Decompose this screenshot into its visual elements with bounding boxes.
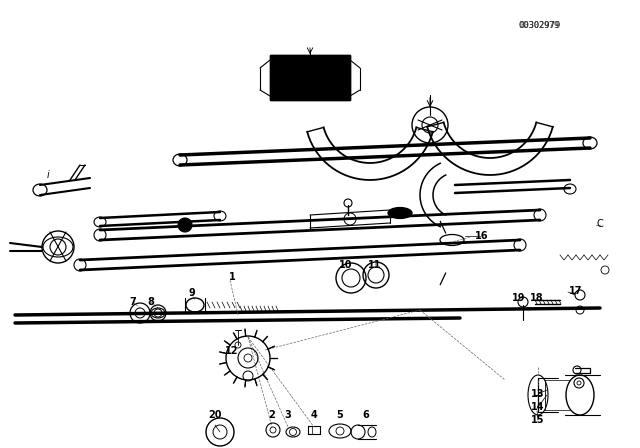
Text: 12: 12 xyxy=(225,346,239,356)
Text: 19: 19 xyxy=(512,293,525,303)
Text: 1: 1 xyxy=(228,272,236,282)
Ellipse shape xyxy=(388,207,412,219)
Text: 00302979: 00302979 xyxy=(520,21,560,30)
Text: i: i xyxy=(47,170,49,180)
Text: 14: 14 xyxy=(531,402,545,412)
Text: 4: 4 xyxy=(310,410,317,420)
Text: 7: 7 xyxy=(130,297,136,307)
Text: 11: 11 xyxy=(368,260,381,270)
Text: 00302979: 00302979 xyxy=(519,21,561,30)
Text: C: C xyxy=(596,219,604,229)
Bar xyxy=(270,55,350,100)
Text: 9: 9 xyxy=(189,288,195,298)
Text: 6: 6 xyxy=(363,410,369,420)
Text: 17: 17 xyxy=(569,286,583,296)
Circle shape xyxy=(178,218,192,232)
Text: 20: 20 xyxy=(208,410,221,420)
Text: 3: 3 xyxy=(285,410,291,420)
Text: 18: 18 xyxy=(530,293,544,303)
Bar xyxy=(270,55,350,100)
Text: 10: 10 xyxy=(339,260,353,270)
Text: 2: 2 xyxy=(269,410,275,420)
Text: 8: 8 xyxy=(148,297,154,307)
Text: 13: 13 xyxy=(531,389,545,399)
Text: 16: 16 xyxy=(476,231,489,241)
Text: 5: 5 xyxy=(337,410,344,420)
Text: 15: 15 xyxy=(531,415,545,425)
